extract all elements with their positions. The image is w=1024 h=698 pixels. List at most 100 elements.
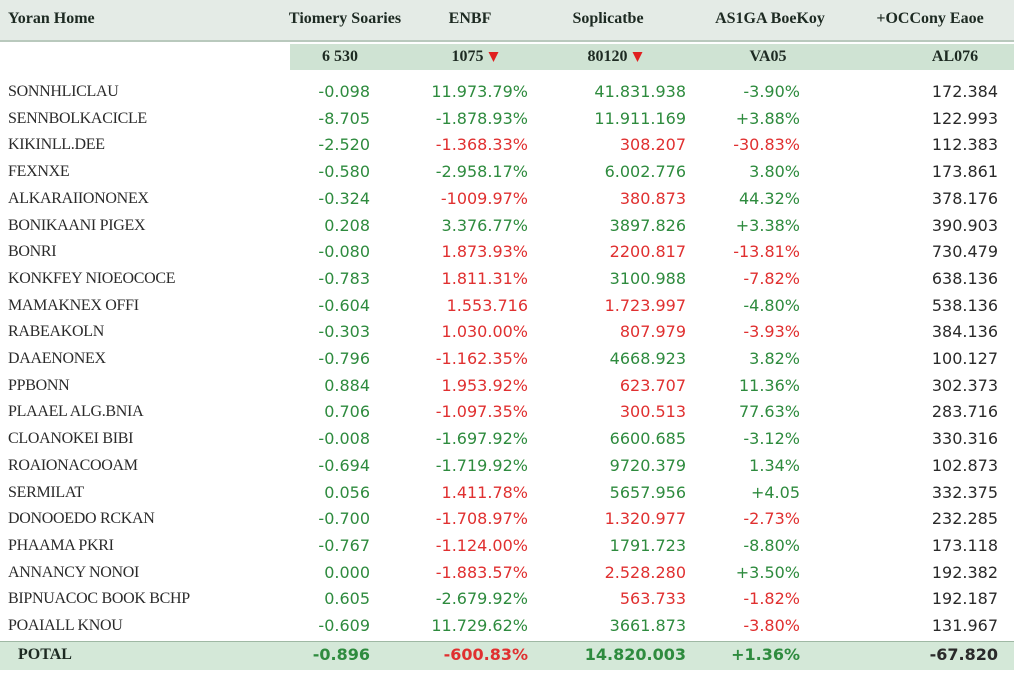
- cell-value: -30.83%: [733, 135, 800, 155]
- row-name: RABEAKOLN: [8, 323, 104, 341]
- cell-value: 0.884: [324, 375, 370, 395]
- header-bar: [0, 0, 1014, 42]
- cell-value: 1.411.78%: [441, 482, 528, 502]
- cell-value: 11.729.62%: [431, 616, 528, 635]
- cell-value: 11.973.79%: [431, 82, 528, 101]
- row-name: POAIALL KNOU: [8, 617, 123, 634]
- summary-value: 1075: [452, 47, 499, 67]
- total-bar: [0, 641, 1014, 670]
- cell-value: 131.967: [931, 616, 998, 635]
- cell-value: -0.694: [318, 455, 370, 475]
- cell-value: -1.162.35%: [435, 349, 528, 368]
- cell-value: -0.609: [318, 616, 370, 635]
- cell-value: 2.528.280: [604, 562, 686, 582]
- cell-value: 1.953.92%: [441, 375, 528, 395]
- row-name: SENNBOLKACICLE: [8, 109, 147, 127]
- cell-value: 0.000: [324, 562, 370, 582]
- cell-value: 623.707: [619, 375, 686, 395]
- row-name: ANNANCY NONOI: [8, 563, 140, 581]
- row-name: MAMAKNEX OFFI: [8, 296, 139, 314]
- cell-value: 563.733: [619, 589, 686, 609]
- row-name: CLOANOKEI BIBI: [8, 430, 134, 448]
- summary-value: AL076: [931, 48, 979, 65]
- cell-value: -3.93%: [743, 322, 800, 342]
- cell-value: 192.187: [931, 589, 998, 609]
- total-label: POTAL: [18, 646, 72, 663]
- cell-value: 14.820.003: [584, 645, 686, 664]
- cell-value: -0.767: [318, 535, 370, 555]
- cell-value: +3.38%: [735, 215, 800, 235]
- cell-value: -3.12%: [743, 429, 800, 449]
- cell-value: -0.783: [318, 268, 370, 288]
- cell-value: 300.513: [619, 402, 686, 422]
- row-name: DAAENONEX: [8, 350, 106, 367]
- cell-value: +4.05: [750, 482, 800, 502]
- row-name: BONRI: [8, 243, 57, 261]
- cell-value: -0.580: [318, 162, 370, 182]
- cell-value: 1.873.93%: [441, 242, 528, 262]
- cell-value: 6600.685: [609, 429, 686, 449]
- row-name: KIKINLL.DEE: [8, 136, 105, 154]
- cell-value: 11.911.169: [594, 108, 686, 128]
- row-name: ROAIONACOOAM: [8, 456, 138, 474]
- down-arrow: [632, 52, 643, 63]
- cell-value: 1.320.977: [604, 509, 686, 529]
- cell-value: -1.368.33%: [435, 135, 528, 155]
- cell-value: -4.80%: [743, 295, 800, 315]
- cell-value: -67.820: [929, 645, 998, 664]
- cell-value: 112.383: [931, 135, 998, 155]
- column-header: Yoran Home: [8, 10, 95, 27]
- cell-value: 102.873: [931, 455, 998, 475]
- cell-value: 1.723.997: [604, 295, 686, 315]
- row-name: DONOOEDO RCKAN: [8, 510, 155, 528]
- cell-value: 6.002.776: [604, 162, 686, 182]
- summary-value: VA05: [749, 48, 787, 65]
- cell-value: -2.958.17%: [435, 162, 528, 182]
- cell-value: 538.136: [931, 295, 998, 315]
- cell-value: 122.993: [931, 108, 998, 128]
- cell-value: -0.796: [318, 349, 370, 368]
- summary-bar: [290, 44, 1014, 70]
- cell-value: -1.878.93%: [435, 108, 528, 128]
- cell-value: 1.030.00%: [441, 322, 528, 342]
- cell-value: -0.324: [318, 188, 370, 208]
- cell-value: -1.883.57%: [435, 562, 528, 582]
- cell-value: 172.384: [931, 82, 998, 101]
- cell-value: 232.285: [931, 509, 998, 529]
- cell-value: 3.376.77%: [441, 215, 528, 235]
- cell-value: 192.382: [931, 562, 998, 582]
- cell-value: 3.82%: [749, 349, 800, 368]
- cell-value: -0.700: [318, 509, 370, 529]
- cell-value: -8.80%: [743, 535, 800, 555]
- cell-value: 77.63%: [738, 402, 800, 422]
- row-name: BIPNUACOC BOOK BCHP: [8, 590, 190, 608]
- column-header: ENBF: [448, 10, 492, 27]
- row-name: SERMILAT: [8, 483, 84, 501]
- cell-value: 308.207: [619, 135, 686, 155]
- cell-value: 41.831.938: [594, 82, 686, 101]
- cell-value: -3.80%: [743, 616, 800, 635]
- cell-value: 11.36%: [738, 375, 800, 395]
- summary-value: 6 530: [322, 48, 358, 65]
- cell-value: -1009.97%: [440, 188, 528, 208]
- cell-value: 5657.956: [609, 482, 686, 502]
- row-name: KONKFEY NIOEOCOCE: [8, 269, 176, 287]
- column-header: AS1GA BoeKoy: [715, 10, 825, 27]
- cell-value: 0.706: [324, 402, 370, 422]
- cell-value: 384.136: [931, 322, 998, 342]
- cell-value: -0.080: [318, 242, 370, 262]
- cell-value: 1.34%: [749, 455, 800, 475]
- cell-value: +1.36%: [731, 645, 800, 664]
- cell-value: -1.697.92%: [435, 429, 528, 449]
- cell-value: 173.861: [931, 162, 998, 182]
- cell-value: 4668.923: [609, 349, 686, 368]
- cell-value: -1.708.97%: [435, 509, 528, 529]
- cell-value: -600.83%: [443, 645, 528, 664]
- cell-value: +3.88%: [735, 108, 800, 128]
- cell-value: -0.008: [318, 429, 370, 449]
- row-name: SONNHLICLAU: [8, 83, 119, 100]
- cell-value: 0.208: [324, 215, 370, 235]
- cell-value: +3.50%: [735, 562, 800, 582]
- cell-value: -3.90%: [743, 82, 800, 101]
